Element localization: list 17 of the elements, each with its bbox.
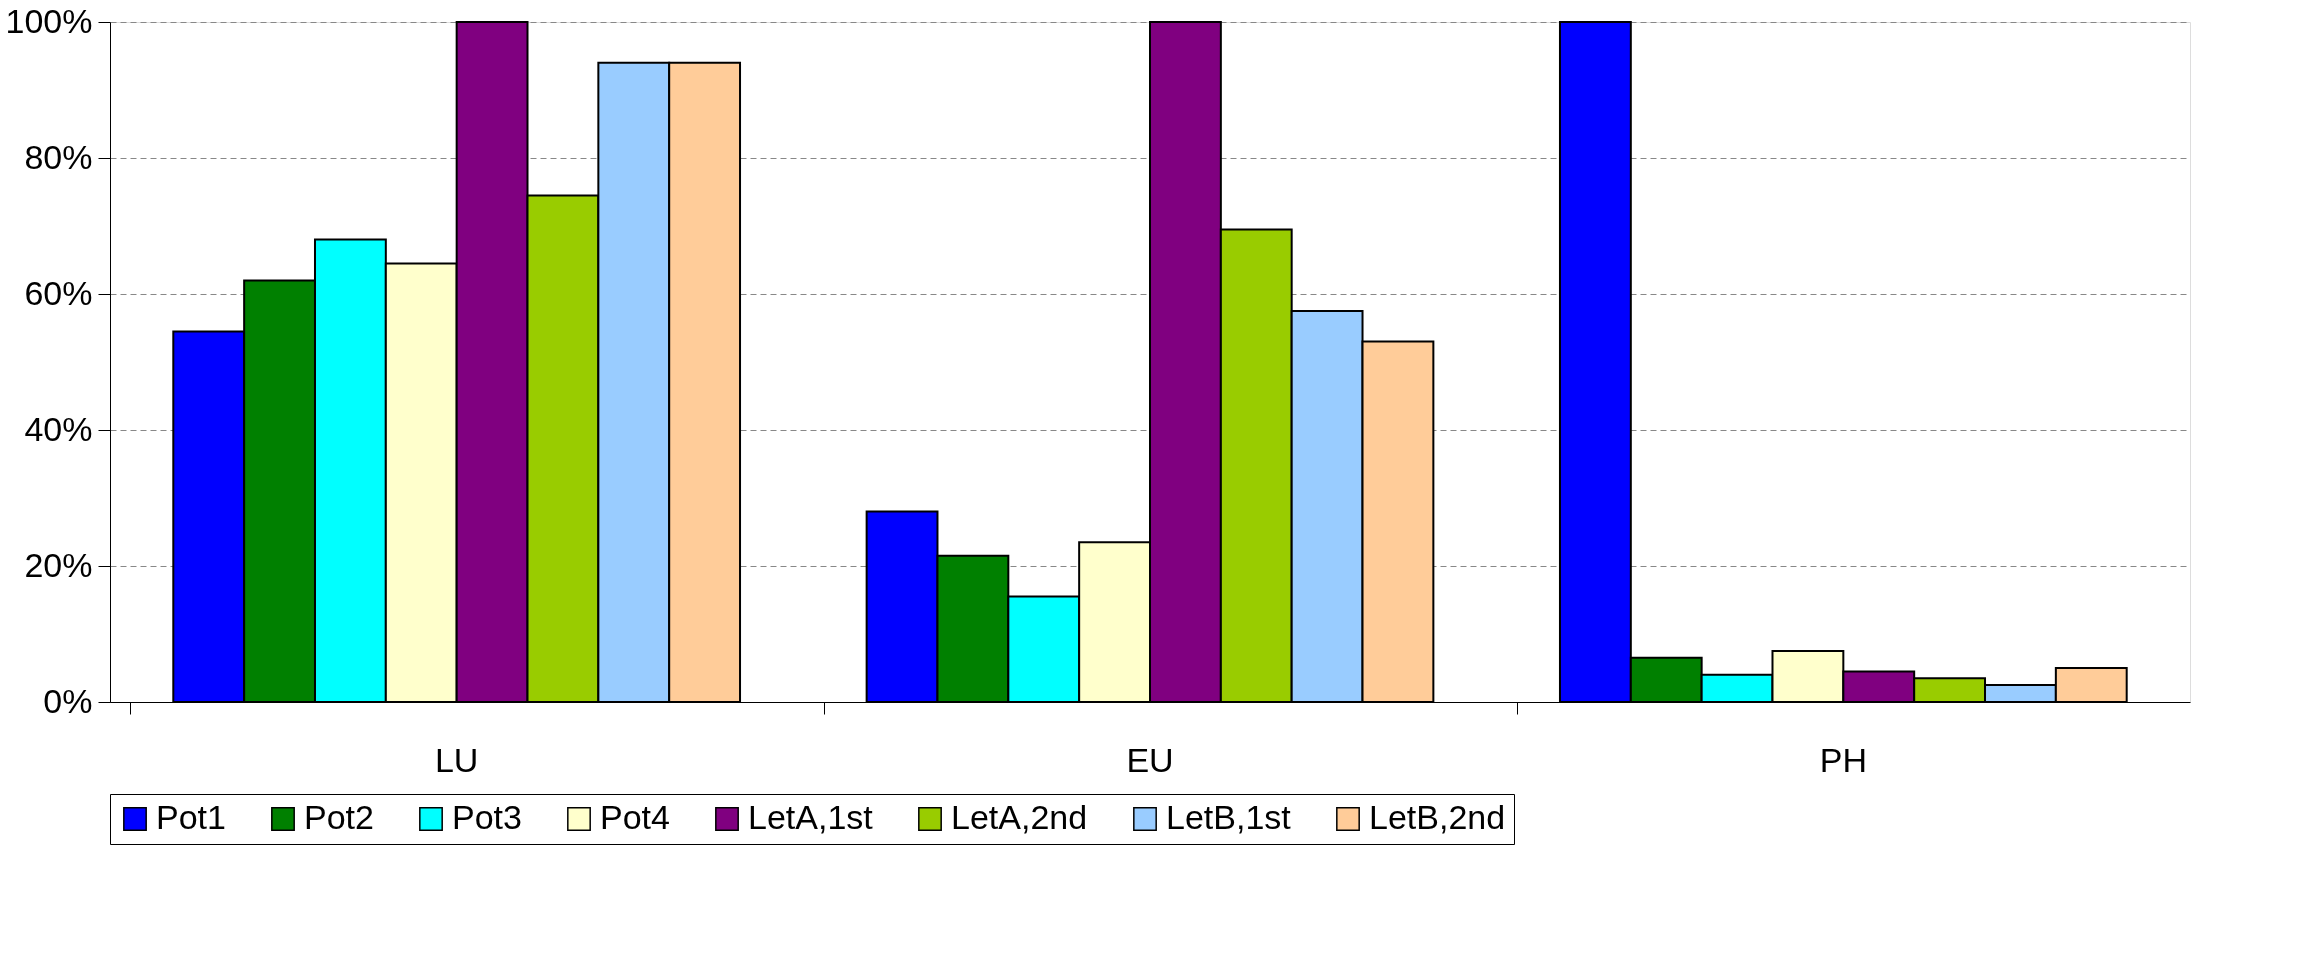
x-tick-label: LU [434, 740, 479, 779]
legend-label: Pot2 [304, 798, 374, 836]
legend-label: Pot3 [452, 798, 522, 836]
legend-label: LetA,2nd [951, 798, 1088, 836]
y-tick-label: 60% [24, 273, 93, 312]
legend-label: LetB,1st [1166, 798, 1292, 836]
y-tick-label: 0% [43, 681, 93, 720]
legend-label: Pot1 [156, 798, 226, 836]
legend-label: LetA,1st [748, 798, 874, 836]
x-tick-label: PH [1819, 740, 1867, 779]
legend-label: Pot4 [600, 798, 670, 836]
x-tick-label: EU [1126, 740, 1174, 779]
y-tick-label: 80% [24, 137, 93, 176]
y-tick-label: 20% [24, 545, 93, 584]
legend-label: LetB,2nd [1369, 798, 1506, 836]
y-tick-label: 100% [5, 1, 93, 40]
y-tick-label: 40% [24, 409, 93, 448]
